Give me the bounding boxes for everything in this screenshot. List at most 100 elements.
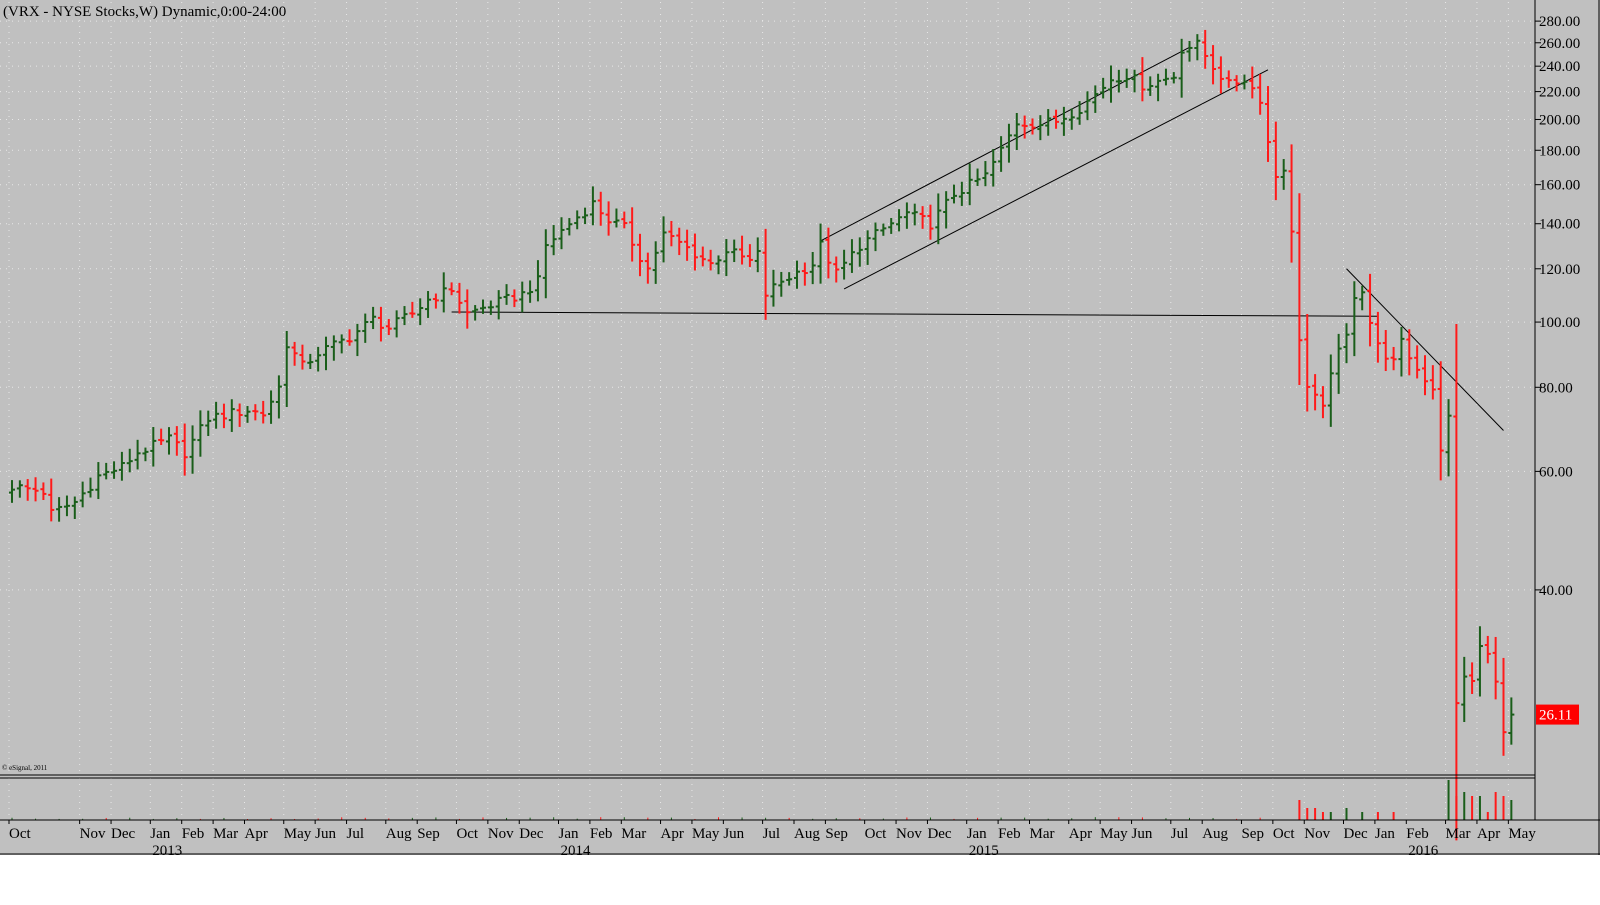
ohlc-bar <box>401 306 408 326</box>
y-axis-tick-label: 120.00 <box>1539 262 1580 278</box>
last-price-label: 26.11 <box>1539 708 1572 724</box>
ohlc-bar <box>464 289 471 329</box>
y-axis-tick-label: 160.00 <box>1539 178 1580 194</box>
ohlc-bar <box>1359 285 1366 311</box>
ohlc-bar <box>754 237 761 273</box>
x-axis-month-label: May <box>692 826 720 842</box>
ohlc-bar <box>896 209 903 232</box>
x-axis-month-label: Dec <box>519 826 543 842</box>
x-axis-month-label: Oct <box>9 826 31 842</box>
ohlc-bar <box>919 206 926 229</box>
ohlc-bar <box>1429 365 1436 400</box>
ohlc-bar <box>166 427 172 455</box>
x-axis-month-label: Apr <box>1477 826 1500 842</box>
trendline <box>451 311 1378 317</box>
x-axis-month-label: Jul <box>347 826 365 842</box>
ohlc-bar <box>691 233 698 271</box>
ohlc-bar <box>1241 74 1248 90</box>
ohlc-bar <box>1445 399 1452 477</box>
ohlc-bar <box>299 344 306 370</box>
ohlc-bar <box>621 211 628 229</box>
bottom-white-strip <box>0 855 1600 900</box>
x-axis-year-label: 2014 <box>561 843 592 859</box>
x-axis-month-label: Jan <box>559 826 579 842</box>
ohlc-bar <box>1406 329 1413 376</box>
ohlc-bar <box>173 426 180 456</box>
ohlc-bar <box>1272 121 1279 201</box>
ohlc-bar <box>370 306 377 330</box>
ohlc-bar <box>252 404 259 421</box>
y-axis-tick-label: 280.00 <box>1539 14 1580 30</box>
ohlc-bar <box>1233 75 1240 92</box>
ohlc-bar <box>409 301 416 318</box>
ohlc-bar <box>417 298 424 326</box>
x-axis-month-label: Mar <box>1030 826 1055 842</box>
x-axis-month-label: Sep <box>1241 826 1264 842</box>
ohlc-bar <box>762 228 769 320</box>
ohlc-bar <box>432 293 439 309</box>
ohlc-bar <box>534 260 541 302</box>
ohlc-bar <box>707 249 714 271</box>
x-axis-month-label: May <box>1100 826 1128 842</box>
ohlc-bar <box>181 423 188 476</box>
ohlc-bar <box>794 260 800 289</box>
ohlc-bar <box>1280 159 1287 190</box>
axis-layer: 280.00 260.00 240.00 220.00 200.00 180.00 160.… <box>8 14 1580 859</box>
chart-background <box>0 0 1600 855</box>
ohlc-bar <box>676 227 683 256</box>
trendline <box>843 69 1269 290</box>
x-axis-month-label: Mar <box>1446 826 1471 842</box>
x-axis-month-label: Aug <box>386 826 412 842</box>
ohlc-bar <box>323 336 329 371</box>
ohlc-bar <box>385 319 392 336</box>
ohlc-bar <box>911 203 918 226</box>
chart-title: (VRX - NYSE Stocks,W) Dynamic,0:00-24:00 <box>3 4 286 20</box>
ohlc-bar <box>613 208 620 228</box>
x-axis-month-label: Apr <box>1069 826 1092 842</box>
x-axis-month-label: Dec <box>111 826 135 842</box>
ohlc-bar <box>362 313 369 343</box>
ohlc-bar <box>346 329 353 346</box>
ohlc-bar <box>1304 313 1311 412</box>
ohlc-bar <box>16 480 23 498</box>
ohlc-bar <box>848 239 855 273</box>
frame-layer <box>0 0 1600 855</box>
ohlc-bar <box>228 399 235 432</box>
ohlc-bar <box>880 223 887 236</box>
ohlc-bar <box>527 280 534 303</box>
ohlc-bar <box>307 353 314 370</box>
ohlc-bar <box>1029 118 1036 135</box>
x-axis-year-label: 2013 <box>152 843 182 859</box>
ohlc-bar <box>448 282 455 296</box>
ohlc-bar <box>801 262 808 286</box>
x-axis-month-label: Dec <box>927 826 951 842</box>
ohlc-bar <box>841 249 848 280</box>
ohlc-bar <box>291 341 298 366</box>
ohlc-bar <box>315 346 322 372</box>
x-axis-month-label: Apr <box>245 826 268 842</box>
ohlc-bar <box>393 310 400 338</box>
x-axis-month-label: Oct <box>1273 826 1295 842</box>
ohlc-bar <box>1484 635 1491 664</box>
ohlc-bar <box>637 233 643 277</box>
ohlc-bar <box>487 300 494 315</box>
ohlc-bar <box>40 482 47 501</box>
y-axis-tick-label: 240.00 <box>1539 59 1580 75</box>
ohlc-bar <box>1288 144 1295 263</box>
ohlc-bar <box>1390 346 1397 371</box>
x-axis-month-label: Jul <box>763 826 781 842</box>
ohlc-bar <box>1257 74 1264 115</box>
ohlc-bar <box>1178 38 1185 98</box>
ohlc-bar <box>1037 115 1044 141</box>
y-axis-tick-label: 140.00 <box>1539 217 1580 233</box>
ohlc-bar <box>990 148 997 187</box>
ohlc-bar <box>1013 112 1020 150</box>
x-axis-month-label: Feb <box>590 826 613 842</box>
ohlc-bar <box>982 161 989 187</box>
y-axis-tick-label: 220.00 <box>1539 85 1580 101</box>
ohlc-bar-layer <box>9 29 1515 841</box>
x-axis-month-label: Sep <box>417 826 440 842</box>
ohlc-bar <box>1005 123 1012 163</box>
x-axis-month-label: Feb <box>1406 826 1429 842</box>
